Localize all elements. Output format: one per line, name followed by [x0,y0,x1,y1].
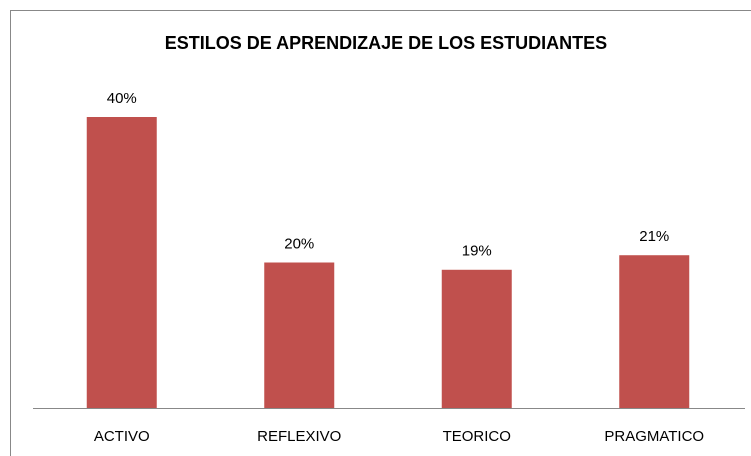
x-tick-label: TEORICO [443,428,511,445]
value-label: 19% [462,243,492,260]
bar [441,269,512,408]
x-tick-label: ACTIVO [94,428,150,445]
value-label: 21% [639,228,669,245]
x-tick-label: REFLEXIVO [257,428,341,445]
chart-title: ESTILOS DE APRENDIZAJE DE LOS ESTUDIANTE… [165,33,607,53]
x-tick-label: PRAGMATICO [604,428,704,445]
bar [264,262,335,408]
value-label: 20% [284,235,314,252]
bar [86,117,157,408]
bar [619,255,690,408]
value-label: 40% [107,90,137,107]
